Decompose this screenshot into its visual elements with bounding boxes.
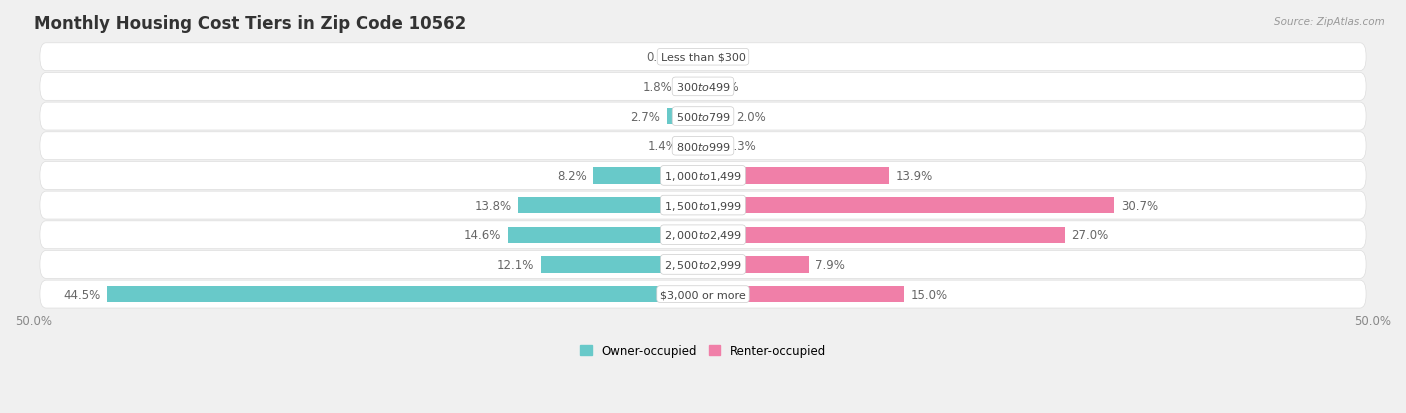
Text: 12.1%: 12.1% xyxy=(496,258,534,271)
FancyBboxPatch shape xyxy=(39,280,1367,308)
Bar xyxy=(107,286,703,303)
FancyBboxPatch shape xyxy=(39,133,1367,160)
Text: Source: ZipAtlas.com: Source: ZipAtlas.com xyxy=(1274,17,1385,26)
Text: 2.0%: 2.0% xyxy=(737,110,766,123)
Bar xyxy=(703,168,889,184)
Text: $800 to $999: $800 to $999 xyxy=(675,140,731,152)
Text: $1,000 to $1,499: $1,000 to $1,499 xyxy=(664,169,742,183)
Text: $3,000 or more: $3,000 or more xyxy=(661,290,745,299)
Text: 13.9%: 13.9% xyxy=(896,169,934,183)
Text: Less than $300: Less than $300 xyxy=(661,52,745,63)
Text: 7.9%: 7.9% xyxy=(815,258,845,271)
Text: 0.0%: 0.0% xyxy=(710,51,740,64)
FancyBboxPatch shape xyxy=(39,162,1367,190)
Text: 44.5%: 44.5% xyxy=(63,288,100,301)
Text: 0.93%: 0.93% xyxy=(647,51,683,64)
FancyBboxPatch shape xyxy=(39,103,1367,131)
FancyBboxPatch shape xyxy=(39,221,1367,249)
Bar xyxy=(703,286,904,303)
Bar xyxy=(679,79,703,95)
Bar xyxy=(703,109,730,125)
Text: 1.3%: 1.3% xyxy=(727,140,756,153)
Bar xyxy=(519,197,703,214)
Bar xyxy=(703,256,808,273)
Text: 27.0%: 27.0% xyxy=(1071,229,1108,242)
Bar xyxy=(690,50,703,66)
Text: $300 to $499: $300 to $499 xyxy=(675,81,731,93)
Text: $2,500 to $2,999: $2,500 to $2,999 xyxy=(664,258,742,271)
Text: $2,000 to $2,499: $2,000 to $2,499 xyxy=(664,229,742,242)
FancyBboxPatch shape xyxy=(39,251,1367,279)
Text: 14.6%: 14.6% xyxy=(464,229,501,242)
Text: $500 to $799: $500 to $799 xyxy=(675,111,731,123)
Text: 8.2%: 8.2% xyxy=(557,169,586,183)
Bar xyxy=(703,138,720,154)
Text: 30.7%: 30.7% xyxy=(1121,199,1159,212)
Text: 0.0%: 0.0% xyxy=(710,81,740,94)
Bar xyxy=(666,109,703,125)
Text: Monthly Housing Cost Tiers in Zip Code 10562: Monthly Housing Cost Tiers in Zip Code 1… xyxy=(34,15,465,33)
Bar xyxy=(508,227,703,243)
Text: 1.8%: 1.8% xyxy=(643,81,672,94)
Bar xyxy=(703,197,1114,214)
Text: 13.8%: 13.8% xyxy=(474,199,512,212)
Text: 15.0%: 15.0% xyxy=(911,288,948,301)
Text: $1,500 to $1,999: $1,500 to $1,999 xyxy=(664,199,742,212)
FancyBboxPatch shape xyxy=(39,192,1367,219)
Text: 1.4%: 1.4% xyxy=(648,140,678,153)
FancyBboxPatch shape xyxy=(39,44,1367,71)
Bar xyxy=(703,227,1064,243)
FancyBboxPatch shape xyxy=(39,73,1367,101)
Legend: Owner-occupied, Renter-occupied: Owner-occupied, Renter-occupied xyxy=(575,339,831,362)
Bar xyxy=(541,256,703,273)
Text: 2.7%: 2.7% xyxy=(630,110,661,123)
Bar xyxy=(685,138,703,154)
Bar xyxy=(593,168,703,184)
